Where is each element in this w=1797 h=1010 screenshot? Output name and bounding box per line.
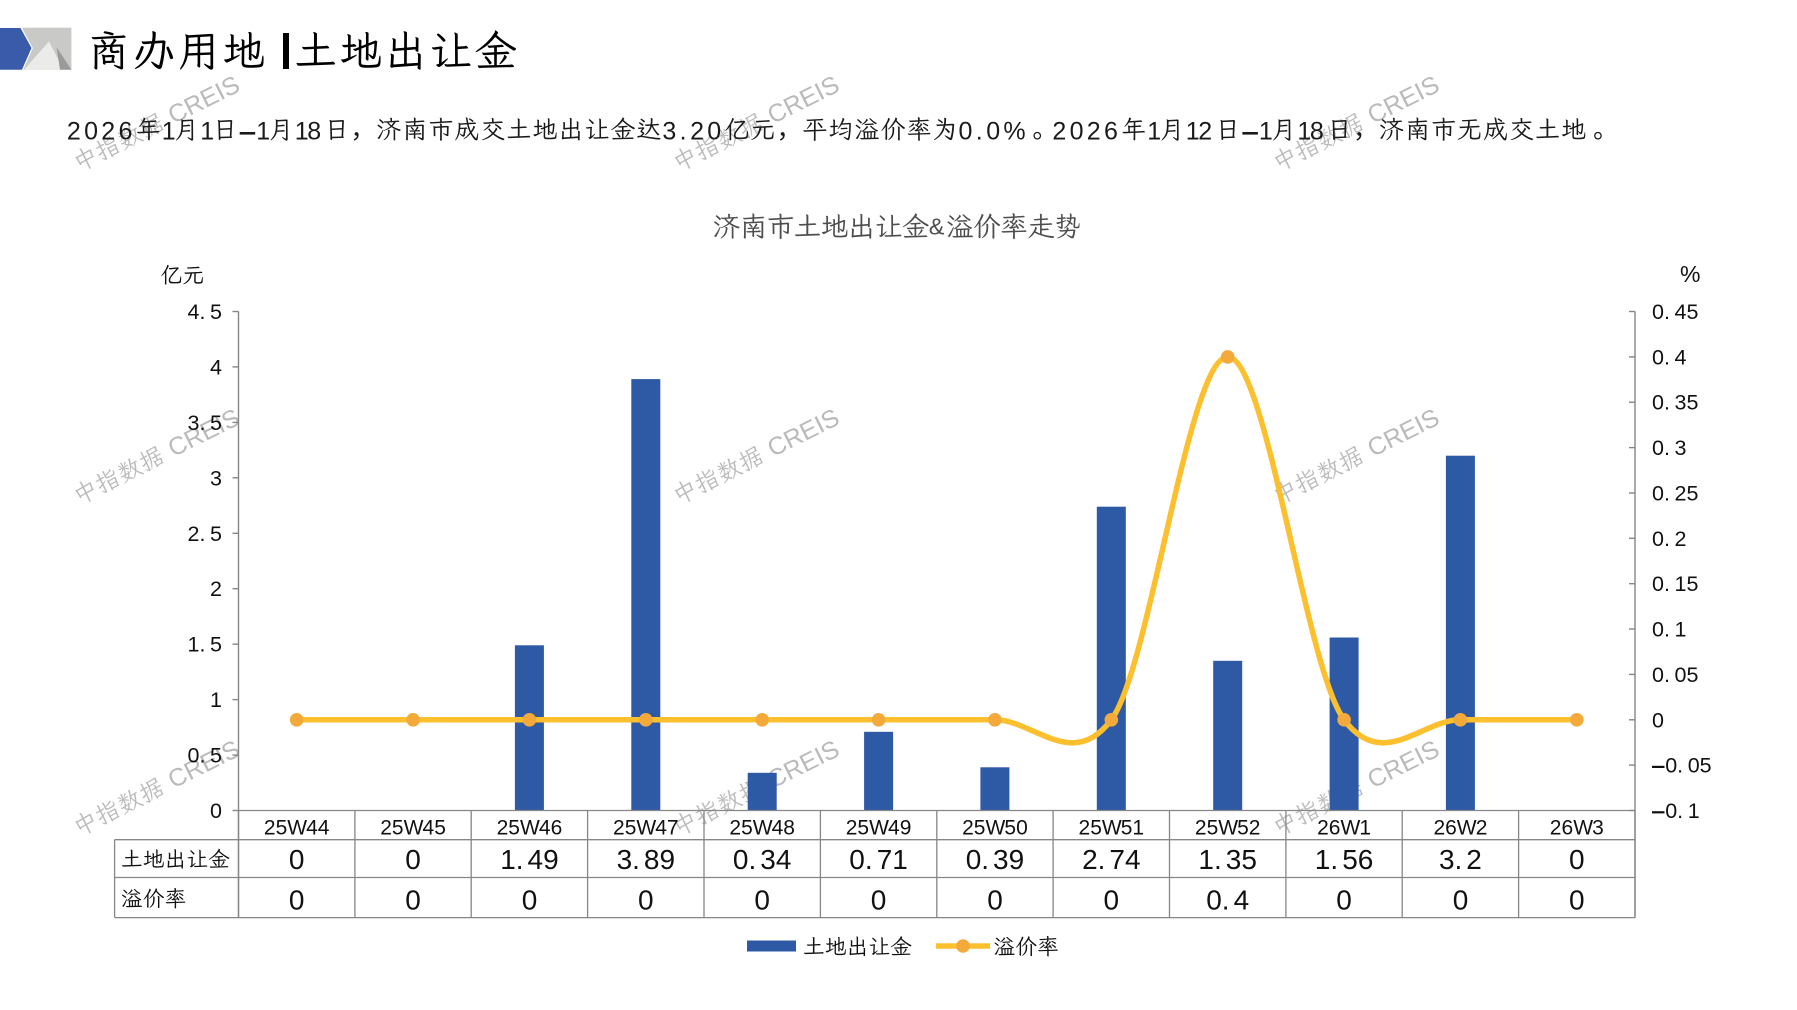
svg-text:25W47: 25W47 <box>613 817 679 840</box>
svg-text:25W45: 25W45 <box>380 817 446 840</box>
svg-text:0.5: 0.5 <box>188 744 223 768</box>
svg-text:0: 0 <box>289 885 305 916</box>
svg-text:1.35: 1.35 <box>1198 844 1257 875</box>
svg-text:0: 0 <box>1336 885 1352 916</box>
svg-text:3.5: 3.5 <box>188 411 223 435</box>
svg-text:1.49: 1.49 <box>500 844 558 875</box>
svg-text:12: 12 <box>1186 118 1212 146</box>
svg-text:0.15: 0.15 <box>1652 572 1699 596</box>
svg-text:0: 0 <box>987 885 1003 916</box>
svg-text:25W49: 25W49 <box>846 817 912 840</box>
svg-text:0.35: 0.35 <box>1652 391 1699 415</box>
svg-text:1: 1 <box>256 118 270 146</box>
svg-text:0.05: 0.05 <box>1665 754 1711 778</box>
svg-text:0.3: 0.3 <box>1652 436 1687 460</box>
svg-text:3: 3 <box>210 466 222 490</box>
svg-text:0.05: 0.05 <box>1652 663 1699 687</box>
svg-text:2: 2 <box>210 577 222 601</box>
svg-text:0: 0 <box>405 844 421 875</box>
svg-text:0.1: 0.1 <box>1665 799 1699 823</box>
svg-text:0: 0 <box>638 885 654 916</box>
svg-text:3.89: 3.89 <box>617 844 675 875</box>
svg-text:0: 0 <box>522 885 538 916</box>
svg-text:1: 1 <box>1259 118 1273 146</box>
svg-text:0.34: 0.34 <box>733 844 792 875</box>
svg-text:0.71: 0.71 <box>849 844 907 875</box>
svg-text:3.20: 3.20 <box>662 118 721 146</box>
svg-text:0: 0 <box>1652 708 1664 732</box>
svg-text:25W46: 25W46 <box>497 817 563 840</box>
svg-text:3.2: 3.2 <box>1439 844 1482 875</box>
svg-text:1: 1 <box>1147 118 1161 146</box>
svg-text:0.2: 0.2 <box>1652 527 1686 551</box>
svg-text:25W51: 25W51 <box>1079 817 1145 840</box>
svg-text:25W48: 25W48 <box>729 817 795 840</box>
svg-text:26W3: 26W3 <box>1550 817 1604 840</box>
svg-text:25W44: 25W44 <box>264 817 330 840</box>
svg-text:0.0%: 0.0% <box>959 118 1026 146</box>
svg-text:1.56: 1.56 <box>1315 844 1373 875</box>
svg-text:0: 0 <box>1453 885 1469 916</box>
svg-text:1: 1 <box>162 118 176 146</box>
svg-text:0.4: 0.4 <box>1206 885 1249 916</box>
svg-text:0.39: 0.39 <box>966 844 1024 875</box>
svg-text:1: 1 <box>210 688 222 712</box>
svg-text:4: 4 <box>210 355 222 379</box>
svg-text:4.5: 4.5 <box>188 300 223 324</box>
svg-text:0: 0 <box>754 885 770 916</box>
svg-text:25W52: 25W52 <box>1195 817 1261 840</box>
svg-text:0: 0 <box>405 885 421 916</box>
svg-text:1.5: 1.5 <box>188 633 223 657</box>
svg-text:0.4: 0.4 <box>1652 345 1687 369</box>
svg-text:0: 0 <box>210 799 222 823</box>
svg-text:0: 0 <box>289 844 305 875</box>
svg-text:0: 0 <box>1104 885 1120 916</box>
svg-text:0: 0 <box>1569 885 1585 916</box>
svg-text:&: & <box>929 214 945 240</box>
svg-text:0: 0 <box>871 885 887 916</box>
svg-text:%: % <box>1680 261 1700 287</box>
svg-text:0.45: 0.45 <box>1652 300 1699 324</box>
svg-text:26W1: 26W1 <box>1317 817 1371 840</box>
svg-text:2.5: 2.5 <box>188 522 223 546</box>
svg-text:1: 1 <box>200 118 214 146</box>
svg-text:26W2: 26W2 <box>1434 817 1488 840</box>
svg-text:18: 18 <box>1297 118 1323 146</box>
svg-text:0.1: 0.1 <box>1652 618 1686 642</box>
svg-text:2.74: 2.74 <box>1082 844 1140 875</box>
svg-text:18: 18 <box>295 118 321 146</box>
svg-text:0: 0 <box>1569 844 1585 875</box>
svg-text:0.25: 0.25 <box>1652 482 1699 506</box>
svg-text:25W50: 25W50 <box>962 817 1028 840</box>
